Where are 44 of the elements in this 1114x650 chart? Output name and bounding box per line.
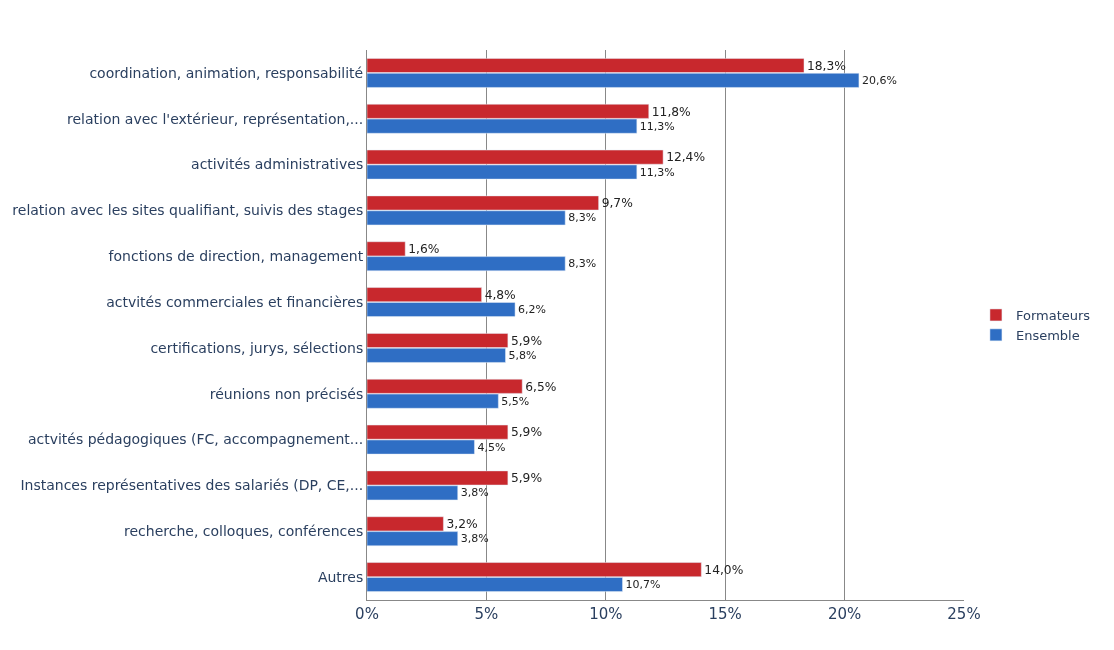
- y-tick-label: recherche, colloques, conférences: [124, 523, 364, 540]
- data-label: 1,6%: [408, 242, 440, 257]
- data-label: 10,7%: [625, 578, 661, 592]
- y-tick-label: certifications, jurys, sélections: [150, 339, 364, 356]
- legend-label: Ensemble: [1015, 327, 1080, 343]
- x-tick-label: 20%: [827, 605, 862, 623]
- data-label: 6,5%: [525, 379, 557, 394]
- data-label: 11,3%: [639, 165, 675, 179]
- y-tick-label: fonctions de direction, management: [108, 248, 364, 265]
- x-tick-label: 10%: [589, 605, 623, 623]
- data-label: 8,3%: [568, 211, 597, 225]
- data-label: 4,5%: [477, 440, 506, 454]
- data-label: 8,3%: [568, 257, 597, 271]
- data-label: 12,4%: [666, 150, 706, 165]
- data-label: 5,9%: [510, 471, 543, 486]
- data-label: 5,9%: [510, 425, 543, 440]
- y-tick-label: relation avec l'extérieur, représentation,...: [67, 110, 364, 127]
- data-label: 11,3%: [639, 119, 675, 133]
- x-tick-label: 15%: [708, 605, 742, 623]
- data-label: 14,0%: [704, 562, 744, 577]
- data-label: 11,8%: [651, 104, 691, 119]
- data-label: 20,6%: [861, 73, 897, 87]
- y-tick-label: coordination, animation, responsabilité: [89, 64, 364, 81]
- y-tick-label: réunions non précisés: [209, 385, 364, 402]
- data-label: 9,7%: [601, 196, 633, 211]
- y-tick-label: actvités commerciales et financières: [106, 293, 364, 310]
- y-tick-label: Instances représentatives des salariés (DP, CE,...: [20, 477, 364, 494]
- data-label: 18,3%: [807, 58, 846, 73]
- data-label: 5,8%: [508, 348, 537, 362]
- data-label: 5,5%: [501, 394, 530, 408]
- x-tick-label: 5%: [474, 605, 499, 623]
- x-tick-label: 0%: [355, 605, 379, 623]
- legend-label: Formateurs: [1015, 308, 1091, 324]
- data-label: 3,8%: [460, 486, 489, 500]
- x-tick-label: 25%: [947, 605, 981, 623]
- y-tick-label: relation avec les sites qualifiant, suivis des stages: [12, 202, 364, 219]
- y-tick-label: actvités pédagogiques (FC, accompagnement...: [27, 431, 364, 448]
- y-tick-label: activités administratives: [191, 156, 364, 173]
- data-label: 4,8%: [484, 287, 516, 302]
- y-tick-label: Autres: [317, 568, 364, 585]
- data-label: 3,8%: [460, 532, 489, 546]
- data-label: 6,2%: [518, 303, 547, 317]
- data-label: 3,2%: [446, 517, 478, 532]
- data-label: 5,9%: [510, 333, 543, 348]
